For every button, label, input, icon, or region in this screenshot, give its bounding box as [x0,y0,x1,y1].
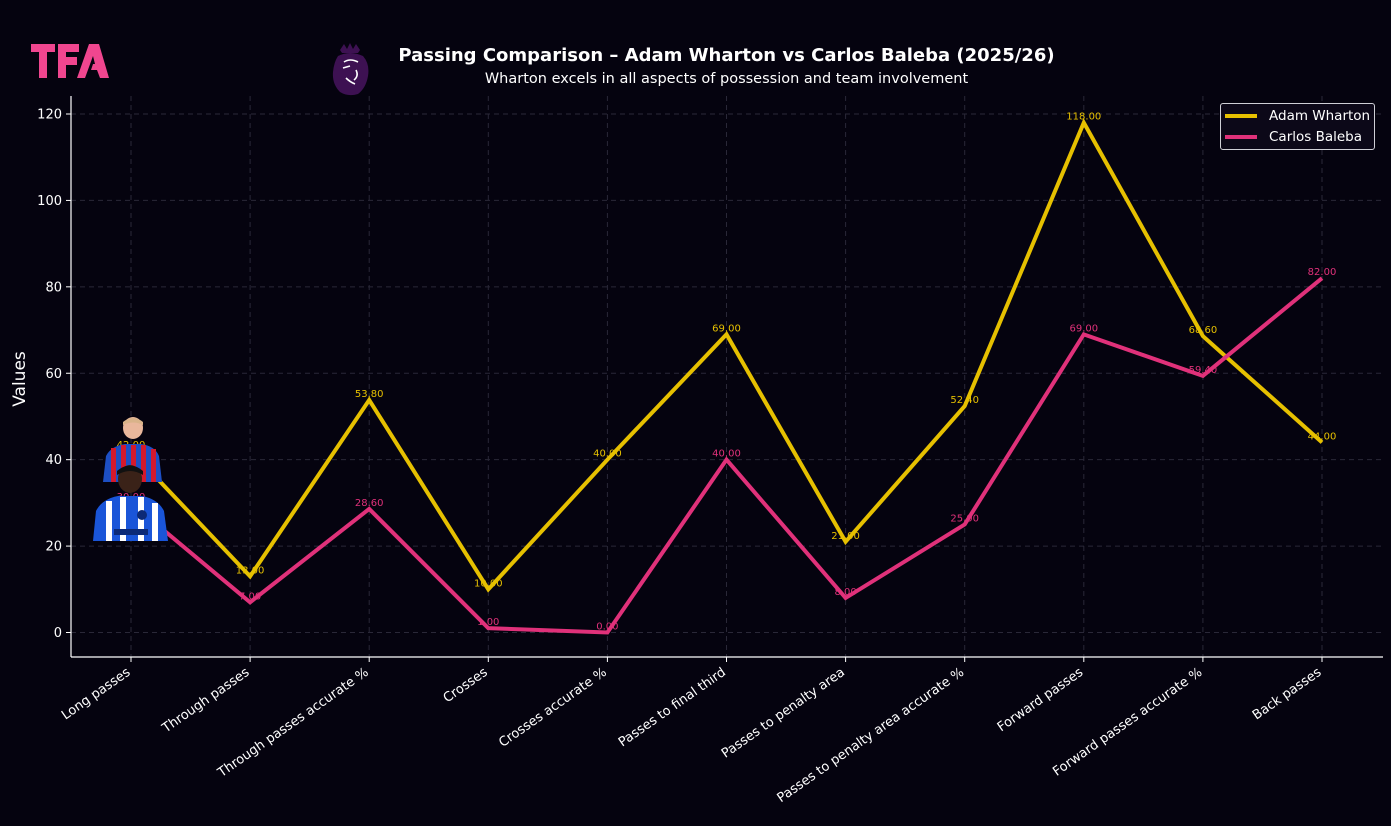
data-label: 28.60 [355,498,384,509]
series-line-carlos-baleba [129,276,1324,635]
legend-swatch-baleba [1225,135,1257,139]
legend: Adam Wharton Carlos Baleba [1220,103,1375,150]
y-tick-label: 60 [45,367,62,382]
series-lines [129,118,1324,635]
legend-item-wharton: Adam Wharton [1225,107,1370,125]
data-label: 69.00 [712,323,741,334]
data-label: 44.00 [1308,431,1337,442]
data-label: 52.40 [950,395,979,406]
legend-label-baleba: Carlos Baleba [1269,129,1363,145]
baleba-player-photo [93,465,168,541]
x-tick-label: Passes to penalty area [719,665,848,762]
y-tick-label: 100 [37,194,62,209]
y-axis-ticks: 0 20 40 60 80 100 120 [37,108,71,641]
x-tick-label: Through passes [159,665,253,737]
x-tick-label: Passes to penalty area accurate % [775,665,967,806]
logo-letter-t [31,44,55,78]
x-tick-label: Crosses accurate % [496,665,609,751]
y-tick-label: 120 [37,108,62,123]
series-line-adam-wharton [129,118,1324,593]
data-label: 68.60 [1189,325,1218,336]
data-label: 118.00 [1066,112,1101,123]
data-label: 21.00 [831,531,860,542]
legend-swatch-wharton [1225,114,1257,118]
tfa-logo [31,44,109,78]
data-label: 25.00 [950,513,979,524]
chart-title: Passing Comparison – Adam Wharton vs Car… [398,45,1055,66]
data-label: 53.80 [355,389,384,400]
logo-letter-a [77,44,109,78]
y-tick-label: 20 [45,540,62,555]
x-tick-label: Long passes [59,665,133,723]
data-label: 59.40 [1189,365,1218,376]
legend-item-baleba: Carlos Baleba [1225,128,1362,146]
data-label: 82.00 [1308,267,1337,278]
premier-league-lion-icon [332,43,369,96]
x-tick-label: Back passes [1250,665,1325,723]
data-label: 40.00 [593,449,622,460]
y-tick-label: 0 [54,626,62,641]
chart-subtitle: Wharton excels in all aspects of possess… [484,71,969,87]
data-label: 8.00 [834,587,856,598]
x-tick-label: Forward passes [995,665,1086,735]
legend-label-wharton: Adam Wharton [1269,108,1371,124]
y-tick-label: 80 [45,280,62,295]
data-labels: 42.0013.0053.8010.0040.0069.0021.0052.40… [117,112,1337,633]
data-label: 10.00 [474,578,503,589]
data-label: 0.00 [596,622,618,633]
y-axis-label: Values [10,351,30,407]
data-label: 1.00 [477,617,499,628]
logo-letter-f [58,44,79,78]
data-label: 13.00 [236,565,265,576]
y-tick-label: 40 [45,453,62,468]
data-label: 40.00 [712,449,741,460]
x-tick-label: Passes to final third [616,665,729,750]
x-tick-label: Crosses [441,665,491,706]
grid-lines [71,96,1383,657]
data-label: 69.00 [1069,323,1098,334]
data-label: 7.00 [239,591,261,602]
